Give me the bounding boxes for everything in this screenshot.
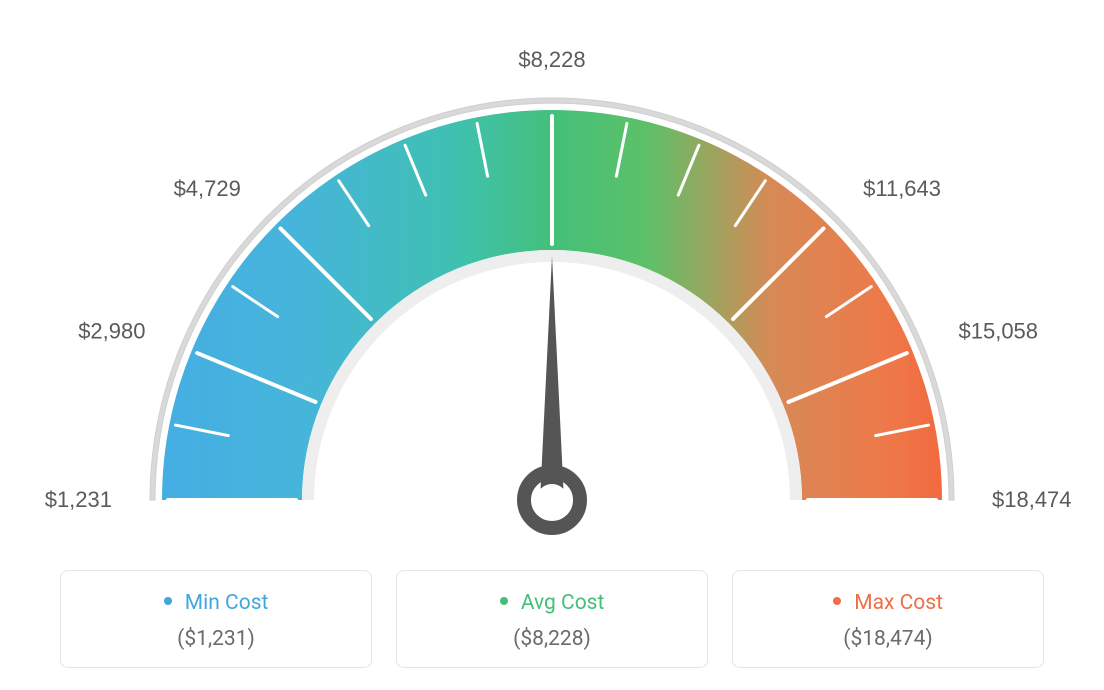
svg-text:$18,474: $18,474 [992, 487, 1072, 512]
svg-text:$1,231: $1,231 [45, 487, 112, 512]
avg-cost-title: Avg Cost [407, 591, 697, 615]
min-cost-card: Min Cost ($1,231) [60, 570, 372, 668]
dot-icon [500, 597, 508, 605]
svg-text:$11,643: $11,643 [863, 176, 941, 201]
max-cost-card: Max Cost ($18,474) [732, 570, 1044, 668]
dot-icon [833, 597, 841, 605]
svg-text:$2,980: $2,980 [78, 319, 145, 344]
svg-text:$15,058: $15,058 [959, 319, 1039, 344]
summary-cards: Min Cost ($1,231) Avg Cost ($8,228) Max … [60, 570, 1044, 668]
avg-cost-label: Avg Cost [521, 591, 605, 615]
avg-cost-value: ($8,228) [407, 627, 697, 651]
svg-text:$4,729: $4,729 [174, 176, 241, 201]
gauge-chart: $1,231 $2,980 $4,729 $8,228 $11,643 $15,058 $1… [0, 0, 1104, 540]
max-cost-value: ($18,474) [743, 627, 1033, 651]
min-cost-value: ($1,231) [71, 627, 361, 651]
svg-text:$8,228: $8,228 [518, 47, 585, 72]
min-cost-label: Min Cost [185, 591, 269, 615]
gauge-svg: $1,231 $2,980 $4,729 $8,228 $11,643 $15,058 $1… [0, 20, 1104, 560]
avg-cost-card: Avg Cost ($8,228) [396, 570, 708, 668]
max-cost-title: Max Cost [743, 591, 1033, 615]
dot-icon [164, 597, 172, 605]
min-cost-title: Min Cost [71, 591, 361, 615]
max-cost-label: Max Cost [854, 591, 943, 615]
